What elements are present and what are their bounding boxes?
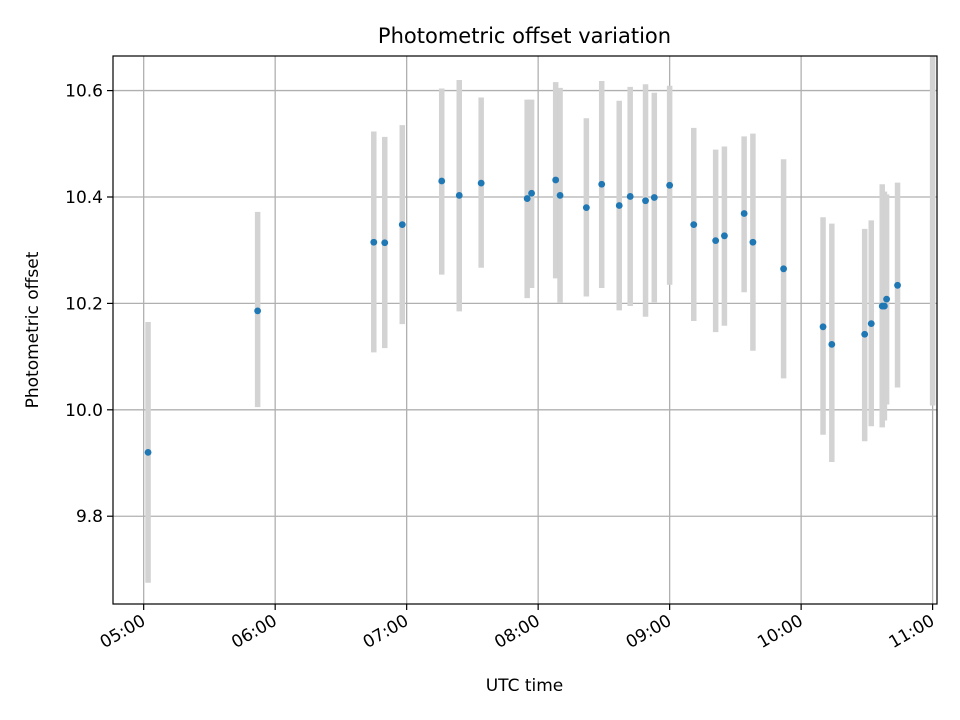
data-point (642, 197, 649, 205)
data-point (523, 195, 531, 202)
data-point (528, 189, 535, 197)
y-tick-label: 10.0 (65, 401, 103, 421)
data-point (721, 232, 728, 240)
plot-area-frame (112, 55, 938, 605)
data-point (666, 181, 674, 189)
data-point (828, 340, 836, 348)
y-tick-label: 10.4 (65, 188, 103, 208)
data-point (370, 238, 378, 246)
data-point (881, 302, 888, 310)
data-point (582, 204, 590, 212)
y-tick-label: 10.2 (65, 294, 103, 314)
data-point (381, 239, 389, 247)
data-point (552, 176, 560, 184)
data-point (712, 237, 720, 245)
data-point (861, 330, 869, 338)
y-tick-label: 10.6 (65, 82, 103, 102)
data-point (690, 221, 698, 229)
data-point (883, 295, 890, 303)
chart-title: Photometric offset variation (378, 24, 671, 48)
data-point (867, 320, 875, 328)
data-points (144, 176, 901, 456)
data-point (819, 323, 827, 331)
data-point (144, 448, 152, 456)
data-point (477, 179, 485, 187)
data-point (894, 281, 901, 289)
data-point (254, 307, 262, 315)
x-axis-title: UTC time (486, 676, 564, 696)
y-axis: 9.8 10.0 10.2 10.4 10.6 (65, 82, 113, 527)
data-point (398, 221, 406, 229)
y-tick-label: 9.8 (76, 507, 103, 527)
data-point (749, 238, 757, 246)
data-point (626, 193, 634, 200)
data-point (598, 180, 606, 188)
data-point (556, 191, 564, 199)
y-axis-title: Photometric offset (23, 251, 43, 408)
data-point (740, 210, 748, 217)
data-point (780, 265, 787, 273)
data-point (615, 202, 623, 209)
data-point (455, 191, 463, 199)
data-point (438, 177, 446, 185)
data-point (650, 194, 658, 201)
